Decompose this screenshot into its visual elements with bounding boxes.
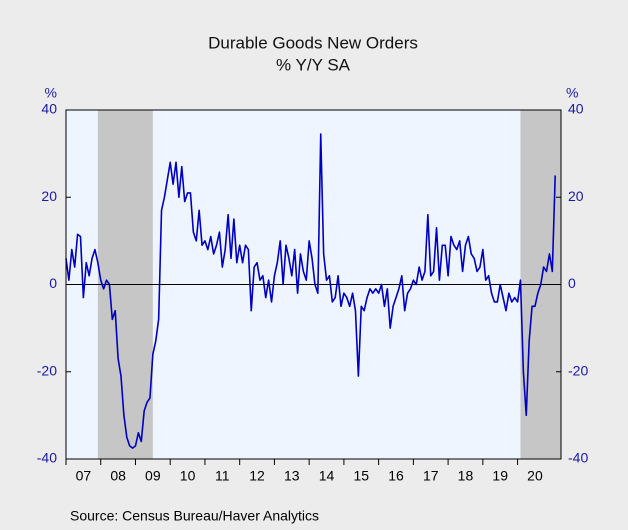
- source-note: Source: Census Bureau/Haver Analytics: [70, 508, 319, 524]
- x-tick-label: 14: [319, 468, 335, 484]
- chart-title: Durable Goods New Orders: [208, 33, 418, 52]
- y-tick-label: 0: [49, 275, 57, 291]
- series-line: [65, 133, 556, 449]
- chart-subtitle: % Y/Y SA: [276, 55, 351, 74]
- y2-unit: %: [566, 85, 578, 101]
- y2-tick-label: 0: [568, 275, 576, 291]
- x-tick-label: 17: [423, 468, 439, 484]
- y-unit: %: [45, 85, 57, 101]
- x-tick-label: 19: [492, 468, 508, 484]
- x-tick-label: 09: [145, 468, 161, 484]
- series-layer: [65, 133, 556, 449]
- x-tick-label: 07: [76, 468, 92, 484]
- plot-frame: [65, 109, 562, 460]
- y2-tick-label: -40: [568, 450, 588, 466]
- x-tick-label: 10: [180, 468, 196, 484]
- y2-tick-label: -20: [568, 362, 588, 378]
- y-tick-label: -20: [37, 362, 57, 378]
- x-tick-label: 20: [527, 468, 543, 484]
- x-tick-label: 12: [249, 468, 265, 484]
- y2-tick-label: 20: [568, 188, 584, 204]
- axis-layer: -40 -20 0 20 40 -40 -20 0 20 40 07 08 09 10 11 12 13 14 15…: [37, 101, 589, 484]
- y-tick-label: 20: [41, 188, 57, 204]
- x-tick-label: 15: [353, 468, 369, 484]
- y2-tick-label: 40: [568, 101, 584, 117]
- x-tick-label: 08: [110, 468, 126, 484]
- x-tick-label: 16: [388, 468, 404, 484]
- y-tick-label: -40: [37, 450, 57, 466]
- x-tick-label: 11: [215, 468, 230, 484]
- y-tick-label: 40: [41, 101, 57, 117]
- x-tick-label: 18: [458, 468, 474, 484]
- x-tick-label: 13: [284, 468, 300, 484]
